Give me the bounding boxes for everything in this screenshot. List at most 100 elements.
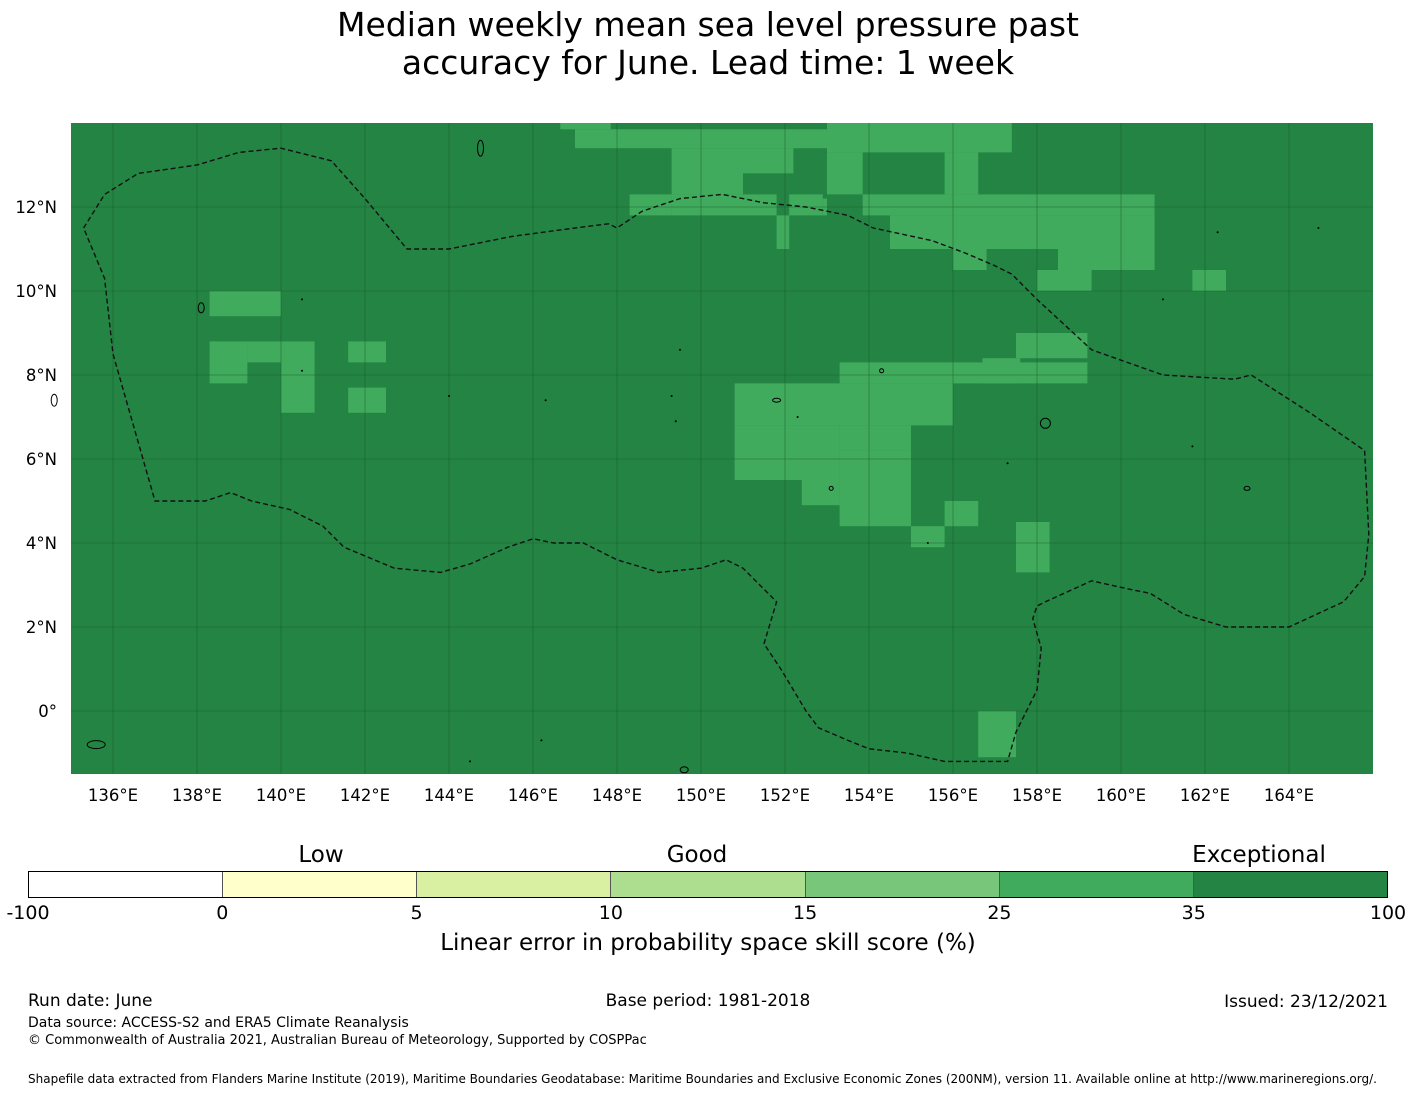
skill-cell-18 [1192,270,1226,291]
lon-tick-label: 140°E [256,786,306,805]
skill-cell-36 [978,711,1016,758]
skill-cell-34 [944,501,979,527]
islet-dot [796,416,799,418]
skill-cell-3 [671,148,743,195]
lon-tick-label: 146°E [508,786,558,805]
island-outline [1039,417,1051,429]
colorbar-segment-3 [611,872,806,897]
data-source: Data source: ACCESS-S2 and ERA5 Climate … [28,1015,409,1031]
skill-cell-29 [734,425,840,480]
skill-cell-33 [911,526,945,548]
colorbar-tick-label: -100 [6,902,50,924]
island-outline [828,485,834,491]
lon-tick-label: 138°E [172,786,222,805]
category-label-good: Good [666,842,728,868]
shapefile-credit: Shapefile data extracted from Flanders M… [28,1072,1377,1086]
islet-dot [301,369,303,372]
island-outline [1243,485,1251,491]
lon-tick-label: 144°E [424,786,474,805]
skill-cell-4 [743,148,794,174]
title-line-2: accuracy for June. Lead time: 1 week [401,43,1015,82]
skill-cell-6 [944,152,979,195]
skill-cell-17 [1037,270,1092,291]
lon-tick-label: 154°E [844,786,894,805]
lat-tick-label: 4°N [26,534,57,553]
lat-tick-label: 10°N [15,282,57,301]
skill-cell-9 [789,194,823,216]
colorbar-category-labels: Low Good Exceptional [0,842,1416,872]
skill-cell-0 [560,123,611,130]
skill-cell-15 [1058,215,1155,270]
lon-tick-label: 156°E [928,786,978,805]
colorbar-tick-label: 15 [793,902,818,924]
map-panel: 136°E 138°E 140°E 142°E 144°E 146°E 148°E 150°E… [15,123,1373,805]
skill-cell-23 [281,341,315,413]
colorbar [28,871,1388,898]
skill-map: 136°E 138°E 140°E 142°E 144°E 146°E 148°E 150°E… [15,123,1373,805]
skill-cell-10 [862,194,1155,216]
issued-date: Issued: 23/12/2021 [1224,992,1388,1012]
lon-tick-label: 158°E [1012,786,1062,805]
skill-cell-25 [348,387,386,413]
islet-dot [1162,298,1164,301]
lon-tick-label: 152°E [760,786,810,805]
skill-cell-24 [348,341,386,363]
skill-cell-20 [1016,333,1088,359]
skill-cell-13 [890,215,953,249]
islet-dot [670,395,673,397]
skill-cell-27 [839,362,1088,384]
lon-tick-label: 136°E [88,786,138,805]
islet-dot [926,542,929,544]
lon-tick-label: 162°E [1180,786,1230,805]
colorbar-segment-6 [1193,872,1387,897]
island-outline [50,393,58,407]
copyright-notice: © Commonwealth of Australia 2021, Austra… [28,1033,647,1048]
colorbar-segment-1 [223,872,418,897]
colorbar-segment-2 [417,872,612,897]
island-outline [86,740,106,750]
skill-cell-2 [827,123,1012,153]
map-background [71,123,1373,774]
islet-dot [301,298,303,301]
lon-tick-label: 164°E [1264,786,1314,805]
lat-tick-label: 8°N [26,366,57,385]
eez-boundary [82,147,1370,763]
colorbar-tick-label: 35 [1181,902,1206,924]
category-label-exceptional: Exceptional [1192,842,1326,868]
colorbar-ticks: -100 0 5 10 15 25 35 100 [0,902,1416,926]
lat-tick-label: 12°N [15,198,57,217]
islet-dot [1216,231,1219,234]
map-title: Median weekly mean sea level pressure pa… [0,6,1416,82]
lat-tick-label: 6°N [26,450,57,469]
lat-tick-label: 2°N [26,618,57,637]
colorbar-tick-label: 10 [598,902,623,924]
colorbar-segment-4 [805,872,1000,897]
island-outline [477,139,484,157]
islet-dot [544,399,547,402]
islet-dot [679,348,681,351]
skill-cell-21 [209,341,248,384]
base-period: Base period: 1981-2018 [605,991,811,1011]
island-outline [879,368,885,374]
islet-dot [674,420,677,423]
lat-tick-label: 0° [38,702,57,721]
skill-cell-35 [1016,522,1050,573]
skill-cell-14 [953,215,1058,249]
island-outline [679,766,689,774]
island-outline [772,397,782,403]
skill-cell-11 [776,215,790,249]
island-outline [197,302,205,314]
skill-cell-32 [839,450,911,527]
islet-dot [469,760,471,763]
colorbar-tick-label: 100 [1369,902,1407,924]
lon-tick-label: 150°E [676,786,726,805]
islet-dot [540,739,543,742]
lon-tick-label: 142°E [340,786,390,805]
skill-cell-30 [839,425,911,451]
colorbar-tick-label: 25 [987,902,1012,924]
colorbar-tick-label: 5 [410,902,423,924]
colorbar-segment-5 [999,872,1194,897]
run-date: Run date: June [28,991,153,1011]
skill-cell-16 [953,249,987,270]
skill-cell-31 [801,480,840,506]
